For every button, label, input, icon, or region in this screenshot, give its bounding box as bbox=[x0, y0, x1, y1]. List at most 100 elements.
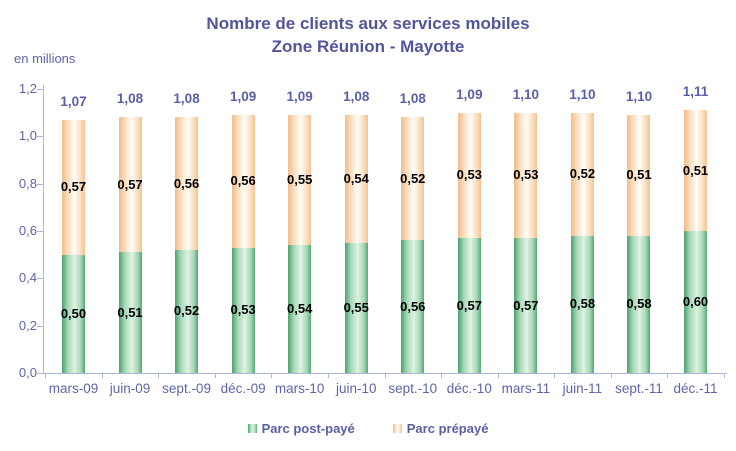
y-tick-label: 0,2 bbox=[18, 317, 37, 333]
x-tick-mark bbox=[158, 373, 160, 378]
bar-segment-prepaye bbox=[61, 119, 85, 255]
y-tick-label: 0,0 bbox=[18, 365, 37, 380]
bar-value-label-postpaye: 0,53 bbox=[230, 302, 256, 318]
x-tick-label: juin-10 bbox=[335, 381, 377, 396]
bar-value-label-postpaye: 0,56 bbox=[400, 298, 426, 314]
bar-total-label: 1,09 bbox=[286, 88, 313, 104]
bar-value-label-prepaye: 0,51 bbox=[626, 167, 652, 183]
x-tick-mark bbox=[610, 373, 612, 378]
y-tick-mark bbox=[37, 230, 43, 232]
bar-value-label-postpaye: 0,57 bbox=[513, 297, 539, 313]
x-tick-label: mars-09 bbox=[48, 381, 99, 396]
bar-segment-prepaye bbox=[344, 114, 368, 243]
x-tick-label: sept.-09 bbox=[162, 381, 211, 396]
bar-segment-postpaye bbox=[514, 238, 538, 373]
postpaye-swatch-icon bbox=[247, 424, 257, 433]
bar-total-label: 1,10 bbox=[512, 86, 540, 102]
x-tick-mark bbox=[271, 373, 273, 378]
bar-value-label-postpaye: 0,60 bbox=[682, 293, 709, 309]
y-tick-label: 0,6 bbox=[18, 222, 37, 238]
y-tick-label: 0,4 bbox=[18, 270, 37, 286]
bar-value-label-prepaye: 0,57 bbox=[117, 176, 143, 192]
bar-value-label-prepaye: 0,53 bbox=[513, 167, 539, 183]
legend-label: Parc post-payé bbox=[261, 421, 355, 436]
chart-title: Nombre de clients aux services mobiles Z… bbox=[0, 12, 736, 58]
y-tick-mark bbox=[37, 278, 43, 280]
bar-total-label: 1,10 bbox=[625, 88, 653, 104]
bar-value-label-prepaye: 0,56 bbox=[230, 173, 256, 189]
bar-segment-postpaye bbox=[401, 240, 425, 373]
bar-value-label-postpaye: 0,58 bbox=[626, 296, 652, 312]
bar-segment-postpaye bbox=[570, 235, 594, 373]
bar-segment-prepaye bbox=[514, 112, 538, 239]
bar-total-label: 1,08 bbox=[399, 91, 426, 107]
bar-segment-postpaye bbox=[288, 245, 312, 373]
legend-item-prepaye: Parc prépayé bbox=[392, 421, 489, 436]
bar-segment-postpaye bbox=[175, 249, 199, 373]
x-tick-label: déc.-11 bbox=[673, 381, 718, 396]
bar-segment-postpaye bbox=[627, 235, 651, 373]
bar-segment-postpaye bbox=[61, 254, 85, 373]
legend: Parc post-payé Parc prépayé bbox=[0, 421, 736, 436]
bar-total-label: 1,08 bbox=[173, 91, 200, 107]
bar-value-label-postpaye: 0,55 bbox=[343, 299, 369, 315]
bar-total-label: 1,08 bbox=[116, 91, 144, 107]
bar-value-label-prepaye: 0,56 bbox=[173, 175, 200, 191]
x-tick-label: juin-11 bbox=[562, 381, 603, 396]
bar-segment-prepaye bbox=[457, 112, 481, 239]
bar-value-label-postpaye: 0,51 bbox=[117, 304, 143, 320]
y-tick-label: 0,8 bbox=[18, 175, 37, 191]
bar-segment-postpaye bbox=[344, 242, 368, 373]
bar-segment-prepaye bbox=[118, 117, 142, 253]
x-tick-label: déc.-09 bbox=[220, 381, 266, 396]
bar-value-label-postpaye: 0,52 bbox=[173, 303, 200, 319]
bar-segment-prepaye bbox=[684, 110, 708, 231]
x-tick-mark bbox=[101, 373, 103, 378]
x-tick-mark bbox=[327, 373, 329, 378]
bar-value-label-prepaye: 0,57 bbox=[60, 179, 87, 195]
y-tick-label: 1,2 bbox=[18, 80, 37, 96]
x-tick-mark bbox=[667, 373, 669, 378]
bar-segment-postpaye bbox=[457, 238, 481, 373]
x-tick-mark bbox=[554, 373, 556, 378]
x-tick-label: sept.-10 bbox=[388, 381, 438, 396]
x-tick-label: sept.-11 bbox=[615, 381, 663, 396]
bar-total-label: 1,07 bbox=[60, 93, 87, 109]
bar-segment-prepaye bbox=[627, 114, 651, 236]
bar-segment-prepaye bbox=[175, 117, 199, 250]
bar-value-label-postpaye: 0,58 bbox=[569, 296, 596, 312]
x-tick-label: juin-09 bbox=[109, 381, 151, 396]
chart-title-line2: Zone Réunion - Mayotte bbox=[271, 37, 465, 56]
bar-segment-prepaye bbox=[288, 114, 312, 246]
x-tick-label: mars-10 bbox=[274, 381, 325, 396]
bar-value-label-prepaye: 0,51 bbox=[682, 162, 709, 178]
chart-title-line1: Nombre de clients aux services mobiles bbox=[206, 14, 530, 33]
bar-segment-postpaye bbox=[118, 252, 142, 373]
legend-label: Parc prépayé bbox=[406, 421, 489, 436]
x-tick-mark bbox=[45, 373, 47, 378]
bar-value-label-prepaye: 0,53 bbox=[456, 167, 482, 183]
y-tick-mark bbox=[37, 373, 43, 374]
bar-total-label: 1,09 bbox=[229, 88, 257, 104]
y-axis-unit-label: en millions bbox=[14, 51, 76, 66]
legend-item-postpaye: Parc post-payé bbox=[247, 421, 355, 436]
x-tick-mark bbox=[441, 373, 443, 378]
x-tick-mark bbox=[723, 373, 725, 378]
bar-segment-postpaye bbox=[231, 247, 255, 373]
y-axis-line bbox=[43, 84, 44, 374]
x-tick-mark bbox=[384, 373, 386, 378]
x-tick-mark bbox=[214, 373, 216, 378]
x-tick-label: déc.-10 bbox=[446, 381, 492, 396]
y-tick-mark bbox=[37, 88, 43, 90]
prepaye-swatch-icon bbox=[392, 424, 402, 433]
bar-value-label-postpaye: 0,50 bbox=[60, 305, 87, 321]
bar-total-label: 1,10 bbox=[569, 86, 596, 102]
bar-segment-prepaye bbox=[401, 117, 425, 241]
bar-segment-postpaye bbox=[684, 230, 708, 373]
bar-value-label-prepaye: 0,52 bbox=[400, 170, 426, 186]
bar-value-label-postpaye: 0,54 bbox=[287, 301, 313, 317]
bar-segment-prepaye bbox=[570, 112, 594, 236]
bar-total-label: 1,09 bbox=[456, 86, 483, 102]
